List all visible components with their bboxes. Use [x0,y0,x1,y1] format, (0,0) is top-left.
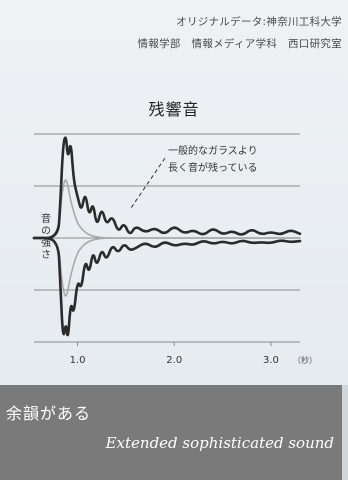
annotation-line-2: 長く音が残っている [168,161,258,174]
x-tick-label-0: 1.0 [70,355,86,366]
caption-english: Extended sophisticated sound [105,434,334,452]
series-line-2-light-upper [33,179,301,239]
annotation-line-1: 一般的なガラスより [168,144,258,157]
series-line-0-dark-upper [32,136,302,240]
series-line-1-dark-lower [32,236,302,337]
caption-edge [342,385,348,480]
y-axis-label-text: 音の強さ [39,212,51,261]
x-tick-label-2: 3.0 [263,355,279,366]
series-layer [32,136,302,337]
caption-japanese: 余韻がある [6,404,92,423]
x-tick-label-1: 2.0 [166,355,182,366]
x-axis-unit: （秒） [293,355,317,365]
annotation-leader [130,157,166,209]
credit-line-2: 情報学部 情報メディア学科 西口研究室 [137,38,342,50]
x-axis-ticks: 1.0 2.0 3.0 （秒） [70,342,317,366]
gridlines [34,133,300,343]
chart-title: 残響音 [148,100,200,119]
series-line-3-light-lower [33,237,301,297]
caption-band [0,385,342,480]
credit-line-1: オリジナルデータ:神奈川工科大学 [176,16,342,28]
y-axis-label: 音の強さ [39,212,51,261]
